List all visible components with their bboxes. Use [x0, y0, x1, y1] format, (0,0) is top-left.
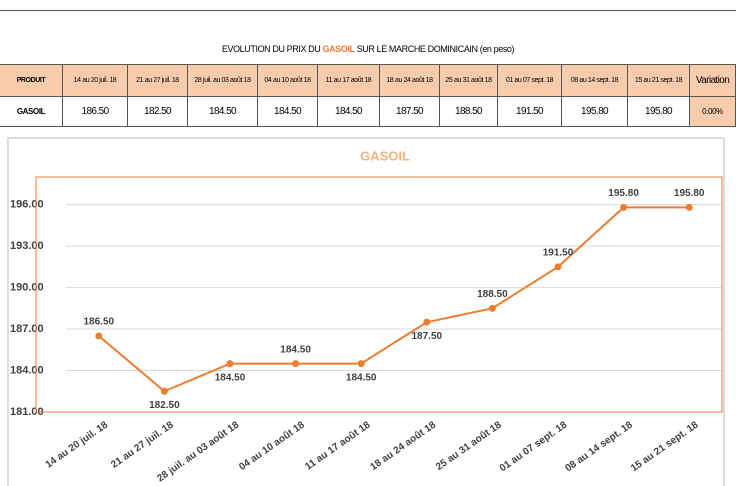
y-tick-label: 193.00 [10, 240, 44, 252]
table-cell: PRODUIT [0, 65, 63, 97]
x-tick-label: 01 au 07 sept. 18 [498, 419, 570, 474]
point [620, 203, 628, 211]
data-label: 195.80 [608, 188, 639, 199]
x-tick-label: 08 au 14 sept. 18 [563, 419, 635, 474]
x-tick-label: 11 au 17 août 18 [303, 419, 373, 472]
line [98, 206, 690, 393]
table-cell: 04 au 10 août 18 [258, 65, 318, 97]
point [292, 360, 300, 368]
x-tick-label: 14 au 20 juil. 18 [44, 419, 111, 470]
table-cell: GASOIL [0, 97, 63, 127]
table-cell: 18 au 24 août 18 [380, 65, 440, 97]
data-label: 184.50 [280, 344, 311, 355]
table-cell: 21 au 27 juil. 18 [128, 65, 188, 97]
table-cell: 11 au 17 août 18 [318, 65, 380, 97]
y-tick-label: 196.00 [10, 199, 44, 211]
table-cell: 28 juil. au 03 août 18 [188, 65, 258, 97]
table-cell: 0.00% [690, 97, 736, 127]
data-label: 187.50 [412, 331, 443, 342]
table-cell: 25 au 31 août 18 [440, 65, 498, 97]
table-cell: 184.50 [318, 97, 380, 127]
point [554, 263, 562, 271]
table-cell: 195.80 [562, 97, 628, 127]
x-tick-label: 25 au 31 août 18 [434, 419, 504, 473]
chart-frame [7, 137, 725, 486]
chart-title: GASOIL [360, 148, 410, 163]
table-cell: 01 au 07 sept. 18 [498, 65, 562, 97]
y-tick-label: 190.00 [10, 281, 44, 293]
title-part: SUR LE MARCHE DOMINICAIN (en peso) [356, 44, 515, 54]
table-cell: 195.80 [628, 97, 690, 127]
table-cell: 184.50 [258, 97, 318, 127]
table-cell: 14 au 20 juil. 18 [63, 65, 128, 97]
data-label: 184.50 [215, 372, 246, 383]
data-label: 191.50 [543, 247, 574, 258]
x-tick-label: 04 au 10 août 18 [237, 419, 307, 473]
table-cell: 184.50 [188, 97, 258, 127]
table-cell: 191.50 [498, 97, 562, 127]
plot-area [35, 176, 723, 413]
point [488, 304, 496, 312]
x-tick-label: 18 au 24 août 18 [368, 419, 438, 473]
point [95, 332, 103, 340]
table-cell: 186.50 [63, 97, 128, 127]
data-label: 182.50 [149, 400, 180, 411]
x-tick-label: 21 au 27 juil. 18 [109, 419, 176, 470]
data-label: 195.80 [674, 188, 705, 199]
y-tick-label: 184.00 [10, 364, 44, 376]
point [357, 360, 365, 368]
table-frame [0, 10, 736, 65]
table-cell: 182.50 [128, 97, 188, 127]
y-tick-label: 187.00 [10, 323, 44, 335]
title-product: GASOIL [322, 44, 355, 54]
table-cell: 188.50 [440, 97, 498, 127]
table-cell: 08 au 14 sept. 18 [562, 65, 628, 97]
point [226, 360, 234, 368]
table-title: EVOLUTION DU PRIX DU GASOIL SUR LE MARCH… [0, 44, 736, 54]
title-part: EVOLUTION DU PRIX DU [221, 44, 321, 54]
table-cell: Variation [690, 65, 736, 97]
table-cell: 187.50 [380, 97, 440, 127]
y-tick-label: 181.00 [10, 406, 44, 418]
x-tick-label: 15 au 21 sept. 18 [629, 419, 701, 474]
table-cell: 15 au 21 sept. 18 [628, 65, 690, 97]
data-label: 188.50 [477, 289, 508, 300]
point [423, 318, 431, 326]
point [685, 203, 693, 211]
data-label: 186.50 [84, 317, 115, 328]
data-label: 184.50 [346, 372, 377, 383]
point [160, 387, 168, 395]
